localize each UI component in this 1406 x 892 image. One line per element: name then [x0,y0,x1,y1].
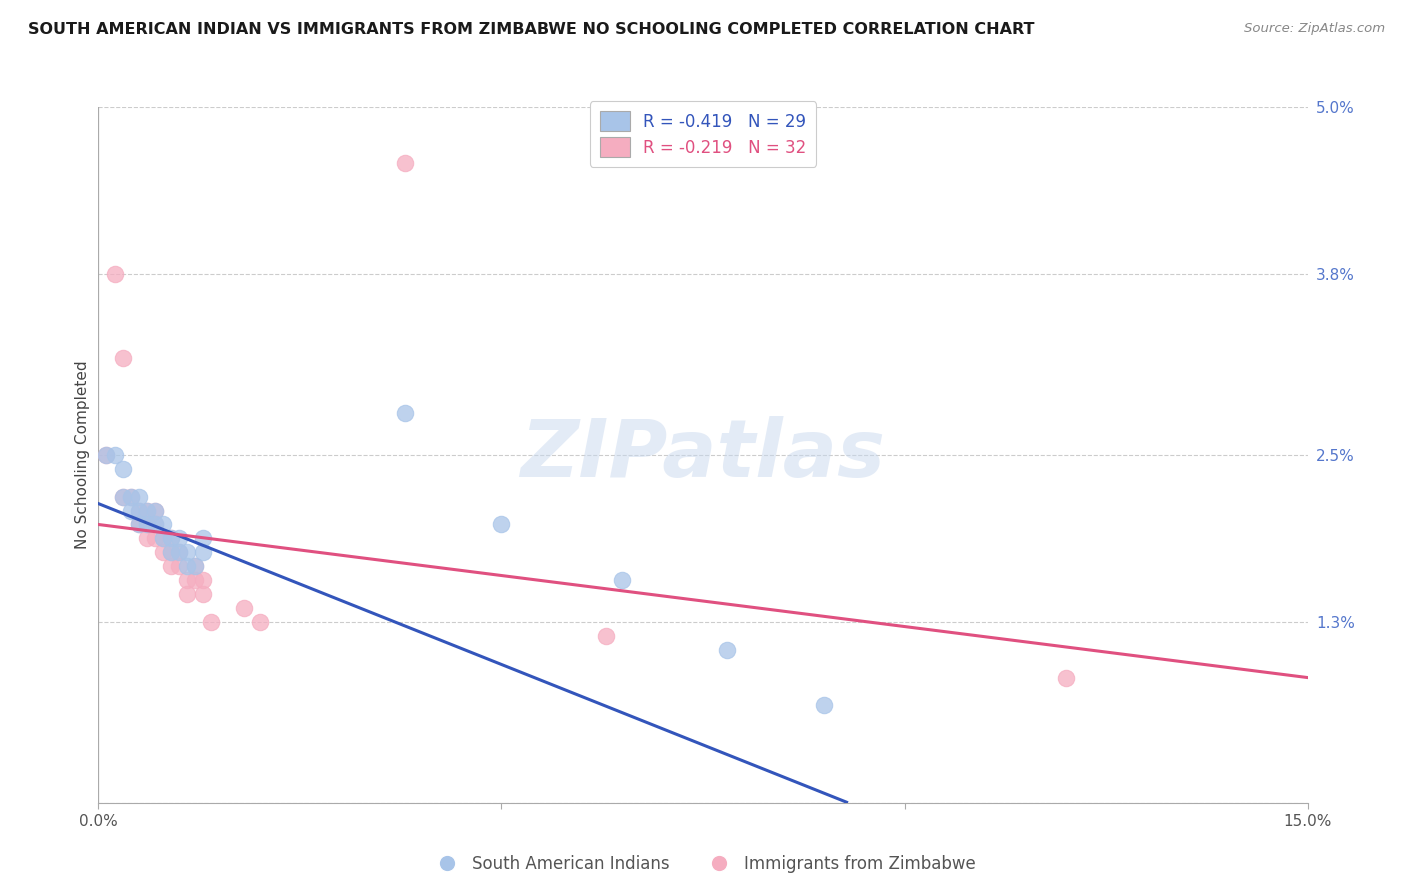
Point [193,587,215,601]
Point [152,545,174,559]
Point [135,503,157,517]
Point [167,559,190,574]
Point [176,573,198,587]
Point [143,517,166,532]
Point [103,448,125,462]
Point [193,545,215,559]
Legend: South American Indians, Immigrants from Zimbabwe: South American Indians, Immigrants from … [423,848,983,880]
Point [249,615,271,629]
Point [128,503,150,517]
Point [167,545,190,559]
Point [167,532,190,546]
Point [96,448,118,462]
Point [128,517,150,532]
Point [152,532,174,546]
Point [184,573,207,587]
Point [232,601,254,615]
Point [135,503,157,517]
Point [111,351,134,365]
Point [193,573,215,587]
Text: SOUTH AMERICAN INDIAN VS IMMIGRANTS FROM ZIMBABWE NO SCHOOLING COMPLETED CORRELA: SOUTH AMERICAN INDIAN VS IMMIGRANTS FROM… [28,22,1035,37]
Y-axis label: No Schooling Completed: No Schooling Completed [75,360,90,549]
Point [111,490,134,504]
Point [111,462,134,476]
Point [813,698,835,713]
Point [595,629,617,643]
Point [193,532,215,546]
Point [491,517,513,532]
Point [160,559,183,574]
Text: Source: ZipAtlas.com: Source: ZipAtlas.com [1244,22,1385,36]
Point [143,517,166,532]
Point [128,517,150,532]
Point [143,532,166,546]
Point [176,559,198,574]
Point [96,448,118,462]
Point [143,503,166,517]
Point [120,490,142,504]
Point [135,517,157,532]
Point [120,503,142,517]
Point [160,532,183,546]
Legend: R = -0.419   N = 29, R = -0.219   N = 32: R = -0.419 N = 29, R = -0.219 N = 32 [589,102,817,167]
Point [160,532,183,546]
Point [176,587,198,601]
Point [184,559,207,574]
Point [167,545,190,559]
Point [200,615,222,629]
Text: ZIPatlas: ZIPatlas [520,416,886,494]
Point [160,545,183,559]
Point [103,267,125,281]
Point [394,406,416,420]
Point [152,517,174,532]
Point [394,155,416,169]
Point [111,490,134,504]
Point [612,573,634,587]
Point [135,532,157,546]
Point [128,503,150,517]
Point [135,517,157,532]
Point [176,545,198,559]
Point [120,490,142,504]
Point [143,503,166,517]
Point [160,545,183,559]
Point [128,490,150,504]
Point [1054,671,1077,685]
Point [716,642,738,657]
Point [184,559,207,574]
Point [152,532,174,546]
